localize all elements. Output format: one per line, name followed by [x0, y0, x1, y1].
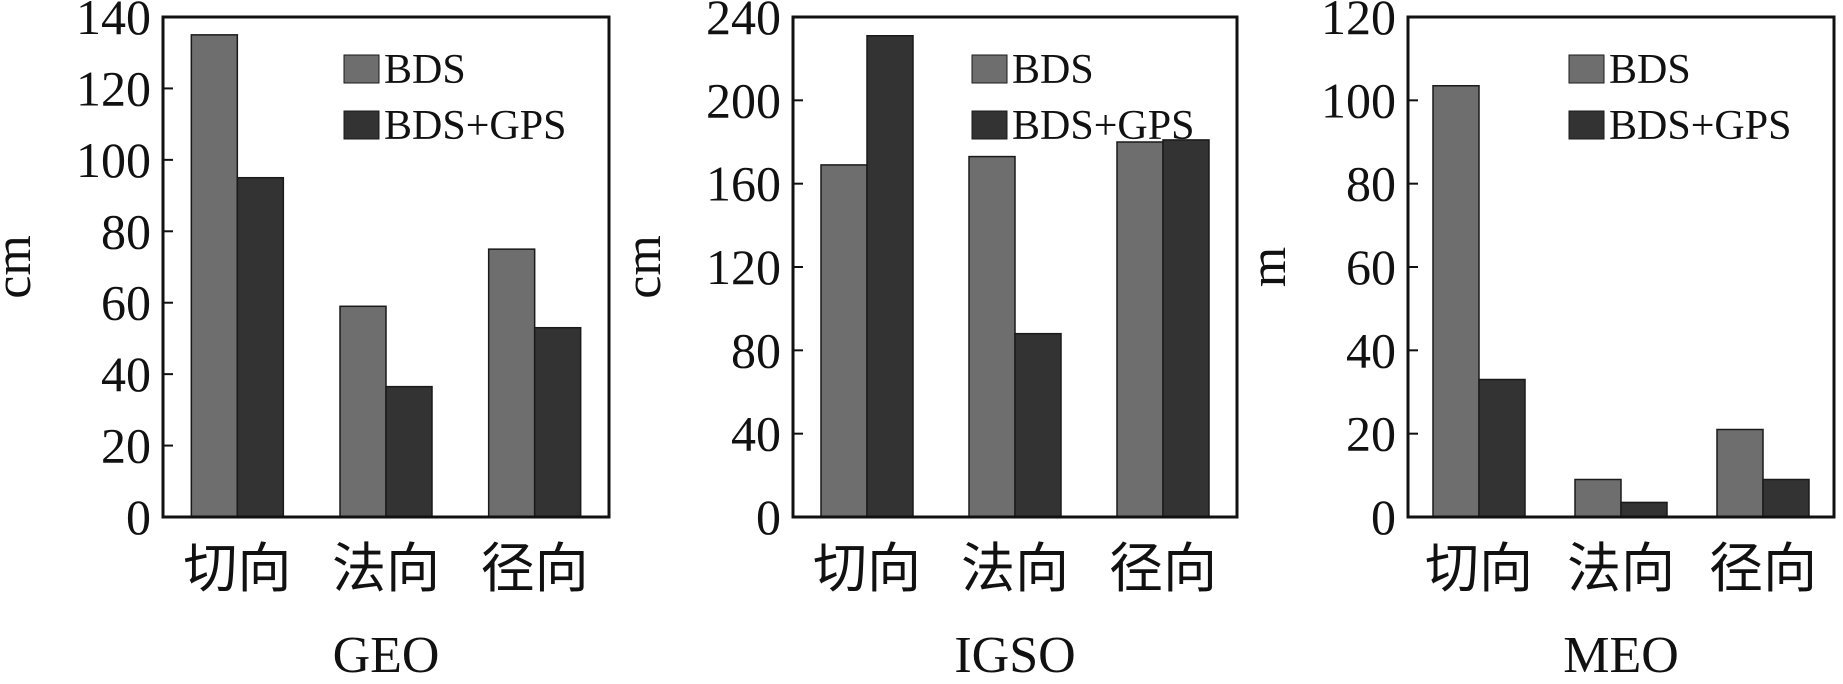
bar-bds-1: [820, 164, 868, 518]
y-tick-label: 0: [756, 489, 781, 545]
bar-bds-3: [1116, 141, 1164, 518]
y-tick-label: 40: [101, 346, 151, 402]
bar-bds-gps-2: [1620, 501, 1668, 518]
y-tick-label: 200: [706, 72, 781, 128]
bar-bds-2: [339, 305, 387, 518]
y-tick-label: 80: [1346, 156, 1396, 212]
legend-swatch-bds-gps: [1568, 110, 1605, 140]
legend-label-bds: BDS: [384, 47, 466, 93]
plot-frame: [1406, 15, 1836, 519]
y-tick-label: 120: [1321, 0, 1396, 45]
y-tick-label: 80: [731, 322, 781, 378]
bar-bds-2: [968, 155, 1016, 518]
x-axis-label: IGSO: [954, 627, 1075, 684]
bar-bds-3: [487, 248, 536, 518]
y-tick-label: 120: [706, 239, 781, 295]
x-tick-label: 径向: [1709, 539, 1817, 599]
legend-swatch-bds: [1568, 54, 1605, 84]
bar-bds-gps-3: [533, 326, 582, 518]
chart-panel-geo: 切向 法向 径向 0 20 40 60 80 100 120 140 cm GEO BDS BDS+GPS: [0, 0, 611, 684]
y-axis-label: cm: [0, 235, 42, 299]
bar-bds-gps-1: [1478, 378, 1526, 518]
x-tick-label: 径向: [481, 539, 589, 599]
bar-bds-2: [1574, 478, 1622, 518]
legend-swatch-bds: [971, 54, 1008, 84]
bar-bds-gps-1: [866, 35, 914, 518]
plot-frame: [791, 15, 1239, 519]
x-tick-label: 切向: [183, 539, 291, 599]
y-tick-label: 120: [76, 60, 151, 116]
y-tick-label: 0: [1371, 489, 1396, 545]
x-tick-label: 切向: [813, 539, 921, 599]
y-tick-label: 40: [731, 406, 781, 462]
legend-swatch-bds-gps: [971, 110, 1008, 140]
bar-bds-1: [1432, 85, 1480, 518]
y-tick-label: 20: [101, 418, 151, 474]
bar-bds-3: [1716, 428, 1764, 518]
legend-swatch-bds: [343, 54, 380, 84]
chart-panel-meo: 切向 法向 径向 0 20 40 60 80 100 120 m MEO BDS BDS+GPS: [1240, 0, 1836, 684]
y-tick-label: 100: [76, 132, 151, 188]
bar-bds-gps-3: [1162, 139, 1210, 518]
legend-label-bds-gps: BDS+GPS: [1609, 103, 1791, 149]
bar-bds-gps-2: [1014, 332, 1062, 518]
legend-label-bds: BDS: [1609, 47, 1691, 93]
y-tick-label: 0: [126, 489, 151, 545]
x-tick-label: 法向: [1567, 539, 1675, 599]
y-tick-label: 160: [706, 156, 781, 212]
bar-bds-1: [190, 34, 239, 518]
x-tick-label: 径向: [1109, 539, 1217, 599]
x-tick-label: 切向: [1425, 539, 1533, 599]
plot-frame: [161, 15, 611, 519]
x-tick-label: 法向: [961, 539, 1069, 599]
x-tick-label: 法向: [332, 539, 440, 599]
legend-label-bds-gps: BDS+GPS: [1012, 103, 1194, 149]
bar-bds-gps-3: [1762, 478, 1810, 518]
y-tick-label: 100: [1321, 72, 1396, 128]
x-axis-label: MEO: [1563, 627, 1679, 684]
legend-label-bds: BDS: [1012, 47, 1094, 93]
y-tick-label: 80: [101, 203, 151, 259]
chart-panel-igso: 切向 法向 径向 0 40 80 120 160 200 240 cm IGSO BDS BDS+GPS: [615, 0, 1239, 684]
y-tick-label: 20: [1346, 406, 1396, 462]
bar-bds-gps-2: [385, 385, 433, 518]
legend-label-bds-gps: BDS+GPS: [384, 103, 566, 149]
y-tick-label: 40: [1346, 322, 1396, 378]
legend-swatch-bds-gps: [343, 110, 380, 140]
y-tick-label: 140: [76, 0, 151, 45]
x-axis-label: GEO: [333, 627, 440, 684]
y-tick-label: 60: [101, 275, 151, 331]
y-axis-label: m: [1240, 247, 1297, 287]
y-tick-label: 60: [1346, 239, 1396, 295]
y-tick-label: 240: [706, 0, 781, 45]
bar-bds-gps-1: [236, 176, 285, 518]
y-axis-label: cm: [615, 235, 672, 299]
